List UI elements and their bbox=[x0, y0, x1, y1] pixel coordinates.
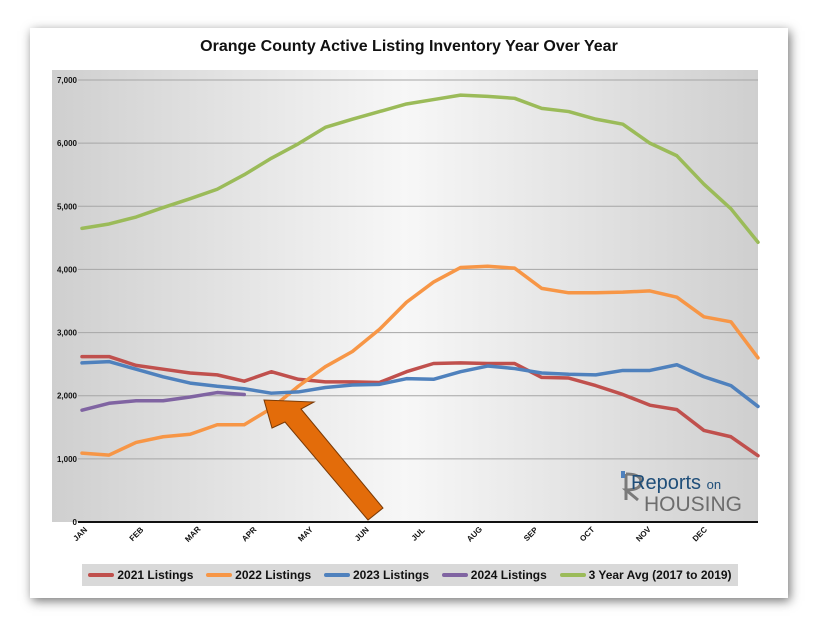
x-tick-label: APR bbox=[240, 525, 258, 543]
legend-label: 2021 Listings bbox=[117, 568, 194, 582]
chart-card: Orange County Active Listing Inventory Y… bbox=[30, 28, 788, 598]
legend-swatch-icon bbox=[206, 573, 233, 577]
x-tick-label: NOV bbox=[634, 524, 653, 543]
legend-label: 2022 Listings bbox=[235, 568, 312, 582]
x-tick-label: AUG bbox=[465, 525, 484, 544]
legend-label: 2023 Listings bbox=[352, 568, 429, 582]
x-tick-label: OCT bbox=[578, 525, 596, 543]
plot-area bbox=[52, 70, 758, 522]
series-line-3 bbox=[80, 390, 246, 412]
y-tick-label: 0 bbox=[73, 518, 78, 527]
x-tick-label: SEP bbox=[522, 525, 540, 543]
y-tick-label: 5,000 bbox=[57, 202, 78, 211]
x-tick-label: MAR bbox=[183, 524, 202, 543]
series-line-0 bbox=[80, 354, 760, 458]
legend-swatch-icon bbox=[323, 573, 350, 577]
chart-legend: 2021 Listings 2022 Listings 2023 Listings 2… bbox=[82, 564, 738, 586]
legend-label: 3 Year Avg (2017 to 2019) bbox=[588, 568, 732, 582]
y-tick-label: 2,000 bbox=[57, 392, 78, 401]
logo-text-on: on bbox=[707, 477, 721, 492]
line-chart: 0 1,000 2,000 3,000 4,000 5,000 6,000 7,000 JAN… bbox=[52, 70, 760, 544]
logo-mark-icon bbox=[621, 472, 643, 502]
series-line-1 bbox=[80, 264, 760, 457]
series-line-2 bbox=[80, 359, 760, 409]
x-tick-label: MAY bbox=[296, 525, 315, 544]
series-line-4 bbox=[80, 93, 760, 245]
logo-accent-icon bbox=[621, 471, 625, 478]
x-tick-label: DEC bbox=[691, 525, 709, 543]
legend-item: 2021 Listings bbox=[88, 568, 193, 582]
y-tick-label: 1,000 bbox=[57, 455, 78, 464]
legend-swatch-icon bbox=[441, 573, 468, 577]
x-tick-label: JUN bbox=[353, 525, 371, 543]
y-tick-label: 3,000 bbox=[57, 329, 78, 338]
legend-item: 2024 Listings bbox=[441, 568, 547, 582]
legend-item: 2023 Listings bbox=[323, 568, 429, 582]
y-tick-label: 4,000 bbox=[57, 265, 78, 274]
chart-title: Orange County Active Listing Inventory Y… bbox=[200, 38, 618, 55]
legend-label: 2024 Listings bbox=[470, 568, 547, 582]
logo-text-housing: HOUSING bbox=[644, 493, 742, 516]
legend-swatch-icon bbox=[559, 573, 586, 577]
legend-item: 3 Year Avg (2017 to 2019) bbox=[559, 568, 732, 582]
legend-item: 2022 Listings bbox=[206, 568, 311, 582]
annotation-arrow bbox=[263, 399, 384, 521]
y-tick-label: 7,000 bbox=[57, 76, 78, 85]
svg-text:Reports on: Reports on bbox=[631, 472, 721, 494]
x-tick-label: FEB bbox=[128, 525, 146, 543]
legend-swatch-icon bbox=[88, 573, 115, 577]
x-tick-label: JAN bbox=[71, 525, 89, 543]
logo-text-reports: Reports bbox=[631, 472, 701, 494]
x-tick-label: JUL bbox=[410, 526, 427, 543]
reports-on-housing-logo: Reports on HOUSING bbox=[621, 471, 742, 516]
arrow-icon bbox=[263, 399, 384, 521]
y-tick-label: 6,000 bbox=[57, 139, 78, 148]
